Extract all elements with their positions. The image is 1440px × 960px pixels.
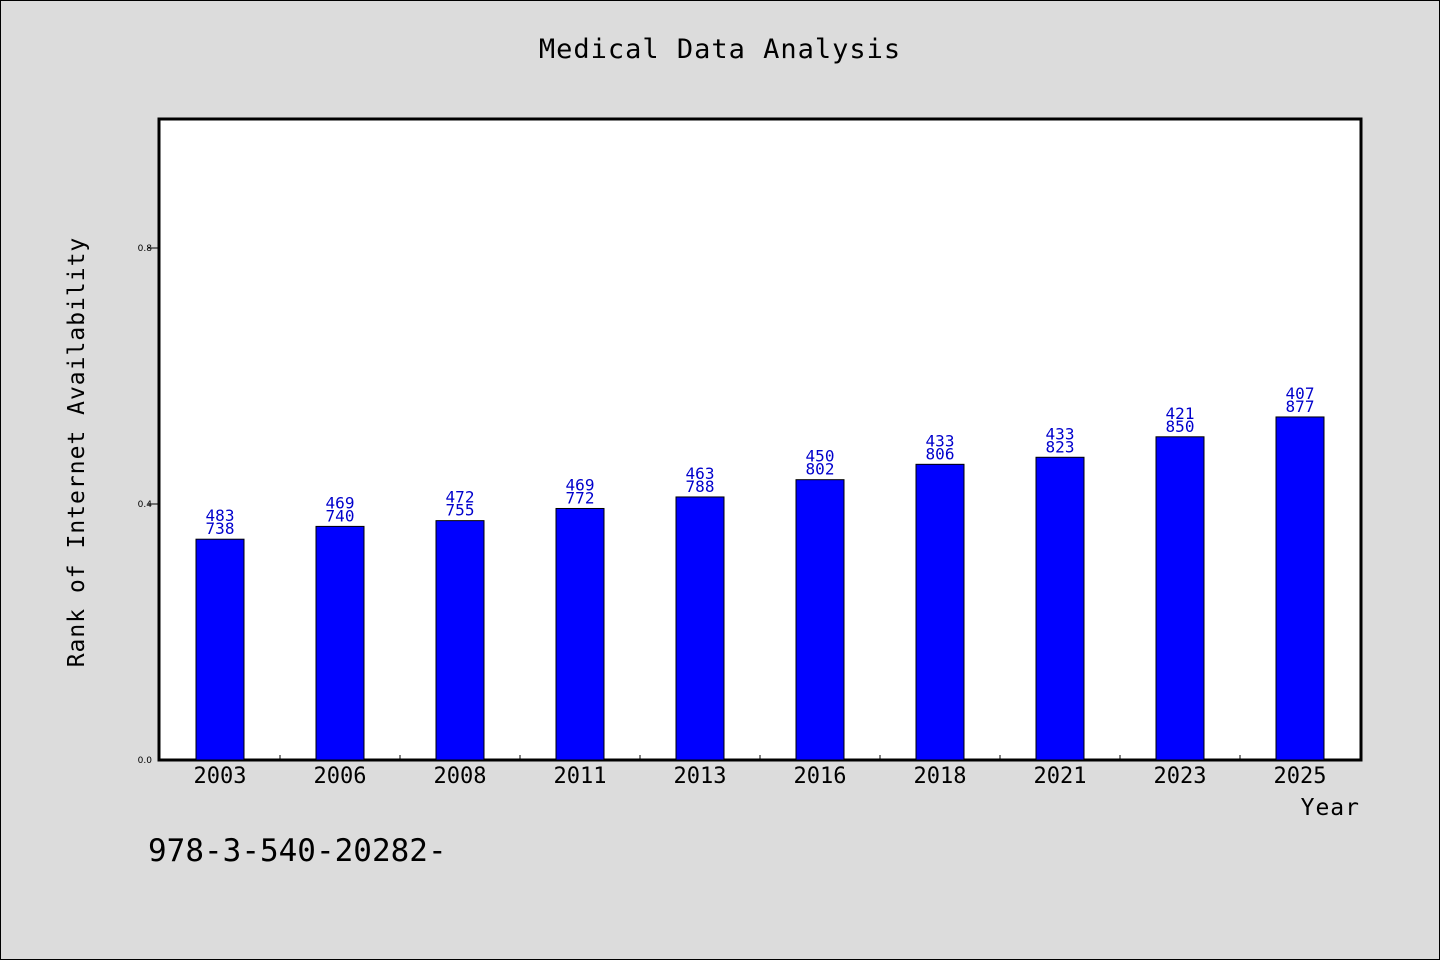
- x-tick-label-2023: 2023: [1154, 764, 1207, 789]
- data-label-2018-top: 433: [926, 431, 955, 450]
- x-tick-label-2011: 2011: [554, 764, 607, 789]
- data-label-2021-bottom: 823: [1046, 437, 1075, 456]
- data-label-2016-top: 450: [806, 447, 835, 466]
- x-tick-label-2006: 2006: [314, 764, 367, 789]
- bar-2025: [1275, 416, 1325, 761]
- bar-2011: [555, 507, 605, 761]
- data-label-2008-bottom: 755: [446, 501, 475, 520]
- bar-2018: [915, 463, 965, 761]
- chart-title: Medical Data Analysis: [538, 34, 902, 65]
- x-tick-label-2021: 2021: [1034, 764, 1087, 789]
- footer-code: 978-3-540-20282-: [148, 833, 447, 869]
- data-label-2023-bottom: 850: [1166, 417, 1195, 436]
- data-label-2013-top: 463: [686, 464, 715, 483]
- bar-2008: [435, 520, 485, 761]
- data-label-2016-bottom: 802: [806, 460, 835, 479]
- data-label-2011-top: 469: [566, 475, 595, 494]
- y-axis-label: Rank of Internet Availability: [64, 236, 90, 668]
- data-label-2011-bottom: 772: [566, 488, 595, 507]
- x-tick-label-2013: 2013: [674, 764, 727, 789]
- bar-2013: [675, 496, 725, 761]
- y-tick-label-1: 0.4: [138, 500, 153, 510]
- data-label-2025-bottom: 877: [1286, 397, 1315, 416]
- bar-2003: [195, 538, 245, 761]
- x-tick-label-2018: 2018: [914, 764, 967, 789]
- data-label-2023-top: 421: [1166, 404, 1195, 423]
- bar-2021: [1035, 456, 1085, 761]
- bar-2016: [795, 479, 845, 761]
- data-label-2003-top: 483: [206, 506, 235, 525]
- y-tick-label-0: 0.0: [138, 756, 153, 766]
- x-tick-label-2003: 2003: [194, 764, 247, 789]
- x-tick-label-2016: 2016: [794, 764, 847, 789]
- y-tick-label-2: 0.8: [138, 244, 153, 254]
- x-tick-label-2008: 2008: [434, 764, 487, 789]
- data-label-2008-top: 472: [446, 488, 475, 507]
- bar-2006: [315, 525, 365, 761]
- x-axis-label: Year: [1300, 795, 1360, 821]
- data-label-2025-top: 407: [1286, 384, 1315, 403]
- data-label-2021-top: 433: [1046, 424, 1075, 443]
- data-label-2006-top: 469: [326, 493, 355, 512]
- data-label-2006-bottom: 740: [326, 506, 355, 525]
- data-label-2013-bottom: 788: [686, 477, 715, 496]
- data-label-2018-bottom: 806: [926, 444, 955, 463]
- x-tick-label-2025: 2025: [1274, 764, 1327, 789]
- bar-2023: [1155, 436, 1205, 761]
- data-label-2003-bottom: 738: [206, 519, 235, 538]
